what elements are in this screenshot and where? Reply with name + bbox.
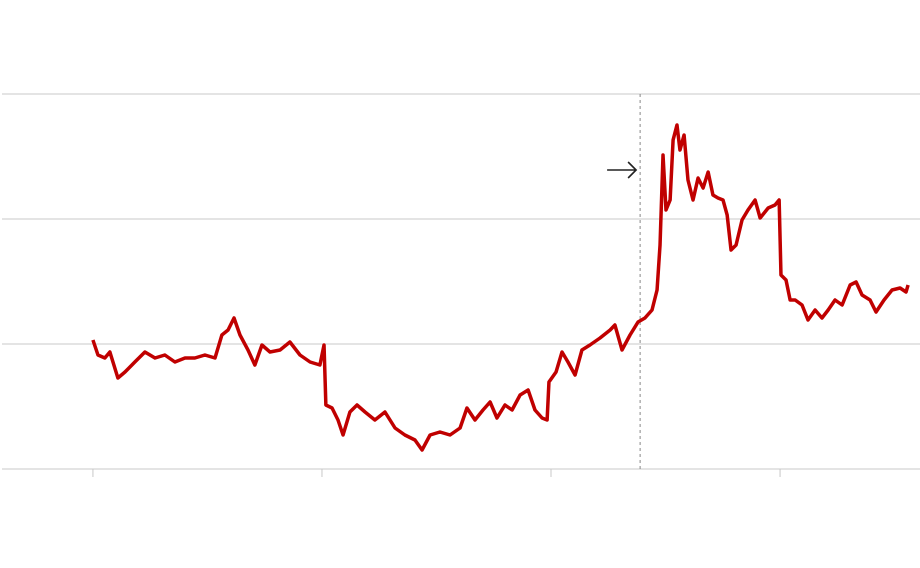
- marker-arrow: [607, 161, 638, 179]
- data-line: [91, 123, 910, 452]
